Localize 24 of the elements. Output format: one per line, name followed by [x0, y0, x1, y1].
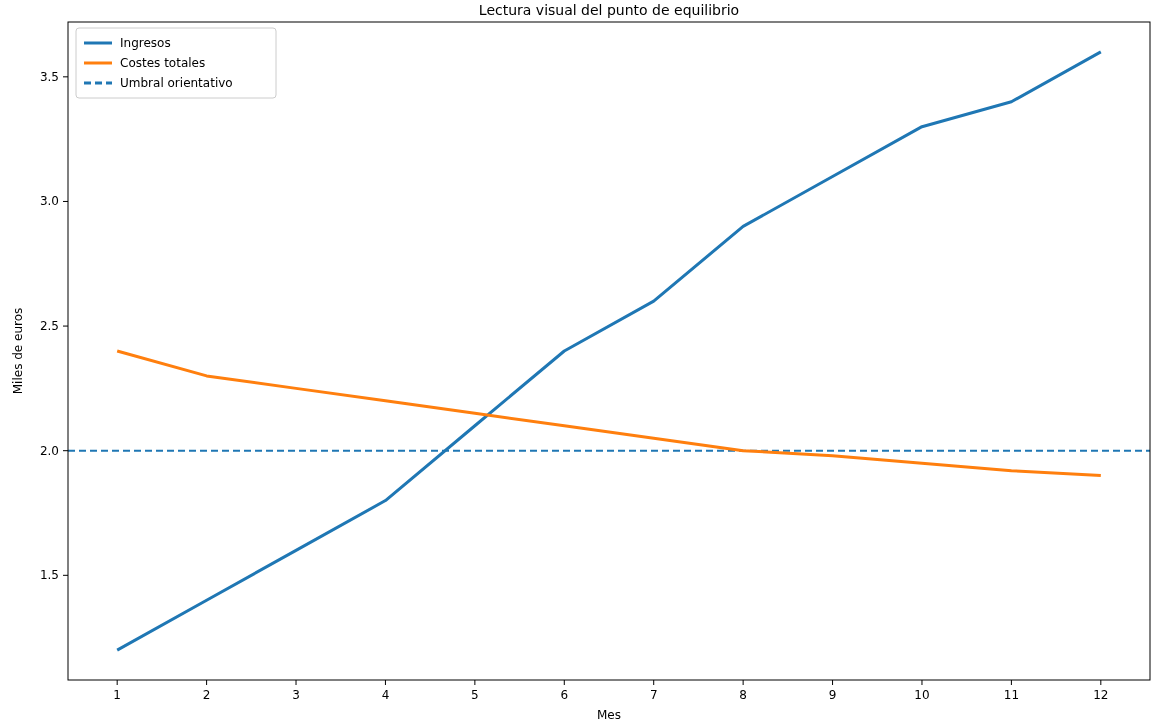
x-tick-label: 1: [113, 688, 121, 702]
x-tick-label: 6: [560, 688, 569, 702]
y-tick-label: 3.5: [39, 69, 59, 84]
x-tick-label: 3: [292, 688, 300, 702]
line-series: [115, 349, 1103, 478]
x-tick-label: 8: [739, 688, 747, 702]
y-tick-label: 2.0: [39, 443, 59, 458]
legend-label: Umbral orientativo: [120, 76, 233, 90]
x-tick-label: 2: [202, 688, 211, 702]
x-tick-label: 4: [381, 688, 390, 702]
y-tick-label: 1.5: [39, 568, 59, 583]
y-axis-title: Miles de euros: [11, 307, 25, 395]
x-tick-label: 10: [914, 688, 930, 702]
x-tick-label: 7: [649, 688, 658, 702]
legend-label: Costes totales: [120, 56, 206, 70]
x-tick-label: 9: [828, 688, 837, 702]
y-tick-label: 3.0: [39, 194, 59, 209]
x-axis-title: Mes: [597, 708, 621, 722]
legend-label: Ingresos: [120, 36, 171, 50]
y-tick-label: 2.5: [39, 319, 59, 334]
chart-title: Lectura visual del punto de equilibrio: [478, 2, 740, 18]
x-tick-label: 5: [471, 688, 479, 702]
x-tick-label: 11: [1003, 688, 1020, 702]
x-tick-label: 12: [1093, 688, 1109, 702]
